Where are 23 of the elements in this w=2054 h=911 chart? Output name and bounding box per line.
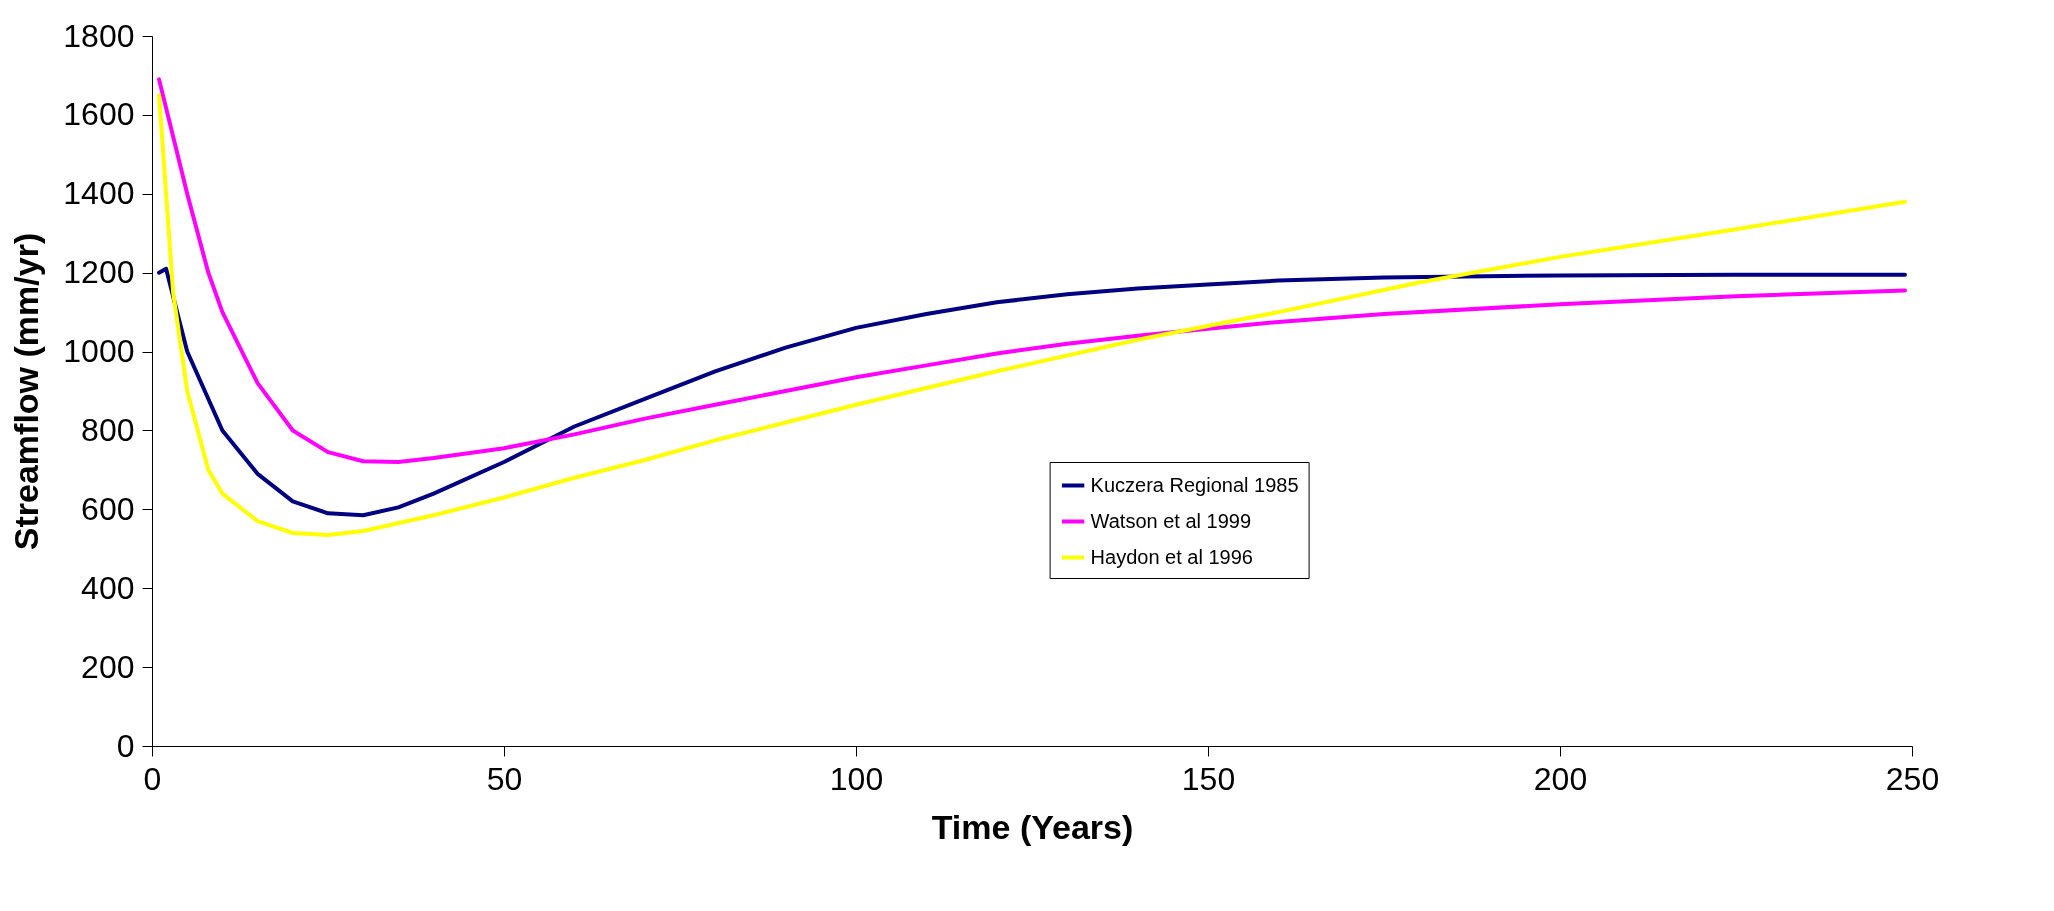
y-tick-label: 0 bbox=[116, 727, 135, 764]
y-tick-label: 1800 bbox=[63, 17, 135, 54]
x-tick-label: 100 bbox=[829, 760, 884, 797]
x-tick-label: 250 bbox=[1885, 760, 1940, 797]
x-axis-title: Time (Years) bbox=[931, 807, 1134, 846]
legend-label: Kuczera Regional 1985 bbox=[1090, 473, 1299, 496]
legend-label: Watson et al 1999 bbox=[1090, 509, 1252, 532]
x-tick-label: 0 bbox=[143, 760, 162, 797]
x-tick-label: 150 bbox=[1181, 760, 1236, 797]
y-tick-label: 1400 bbox=[63, 175, 135, 212]
legend-label: Haydon et al 1996 bbox=[1090, 545, 1253, 568]
line-series bbox=[157, 77, 1907, 464]
y-tick-label: 1000 bbox=[63, 333, 135, 370]
y-tick-label: 600 bbox=[81, 490, 135, 527]
y-tick-label: 800 bbox=[81, 411, 135, 448]
y-tick-label: 400 bbox=[81, 569, 135, 606]
y-tick-label: 200 bbox=[81, 648, 135, 685]
y-tick-label: 1600 bbox=[63, 96, 135, 133]
x-tick-label: 50 bbox=[486, 760, 523, 797]
y-axis-title: Streamflow (mm/yr) bbox=[7, 232, 46, 551]
y-tick-label: 1200 bbox=[63, 254, 135, 291]
line-series bbox=[157, 93, 1907, 537]
x-tick-label: 200 bbox=[1533, 760, 1588, 797]
